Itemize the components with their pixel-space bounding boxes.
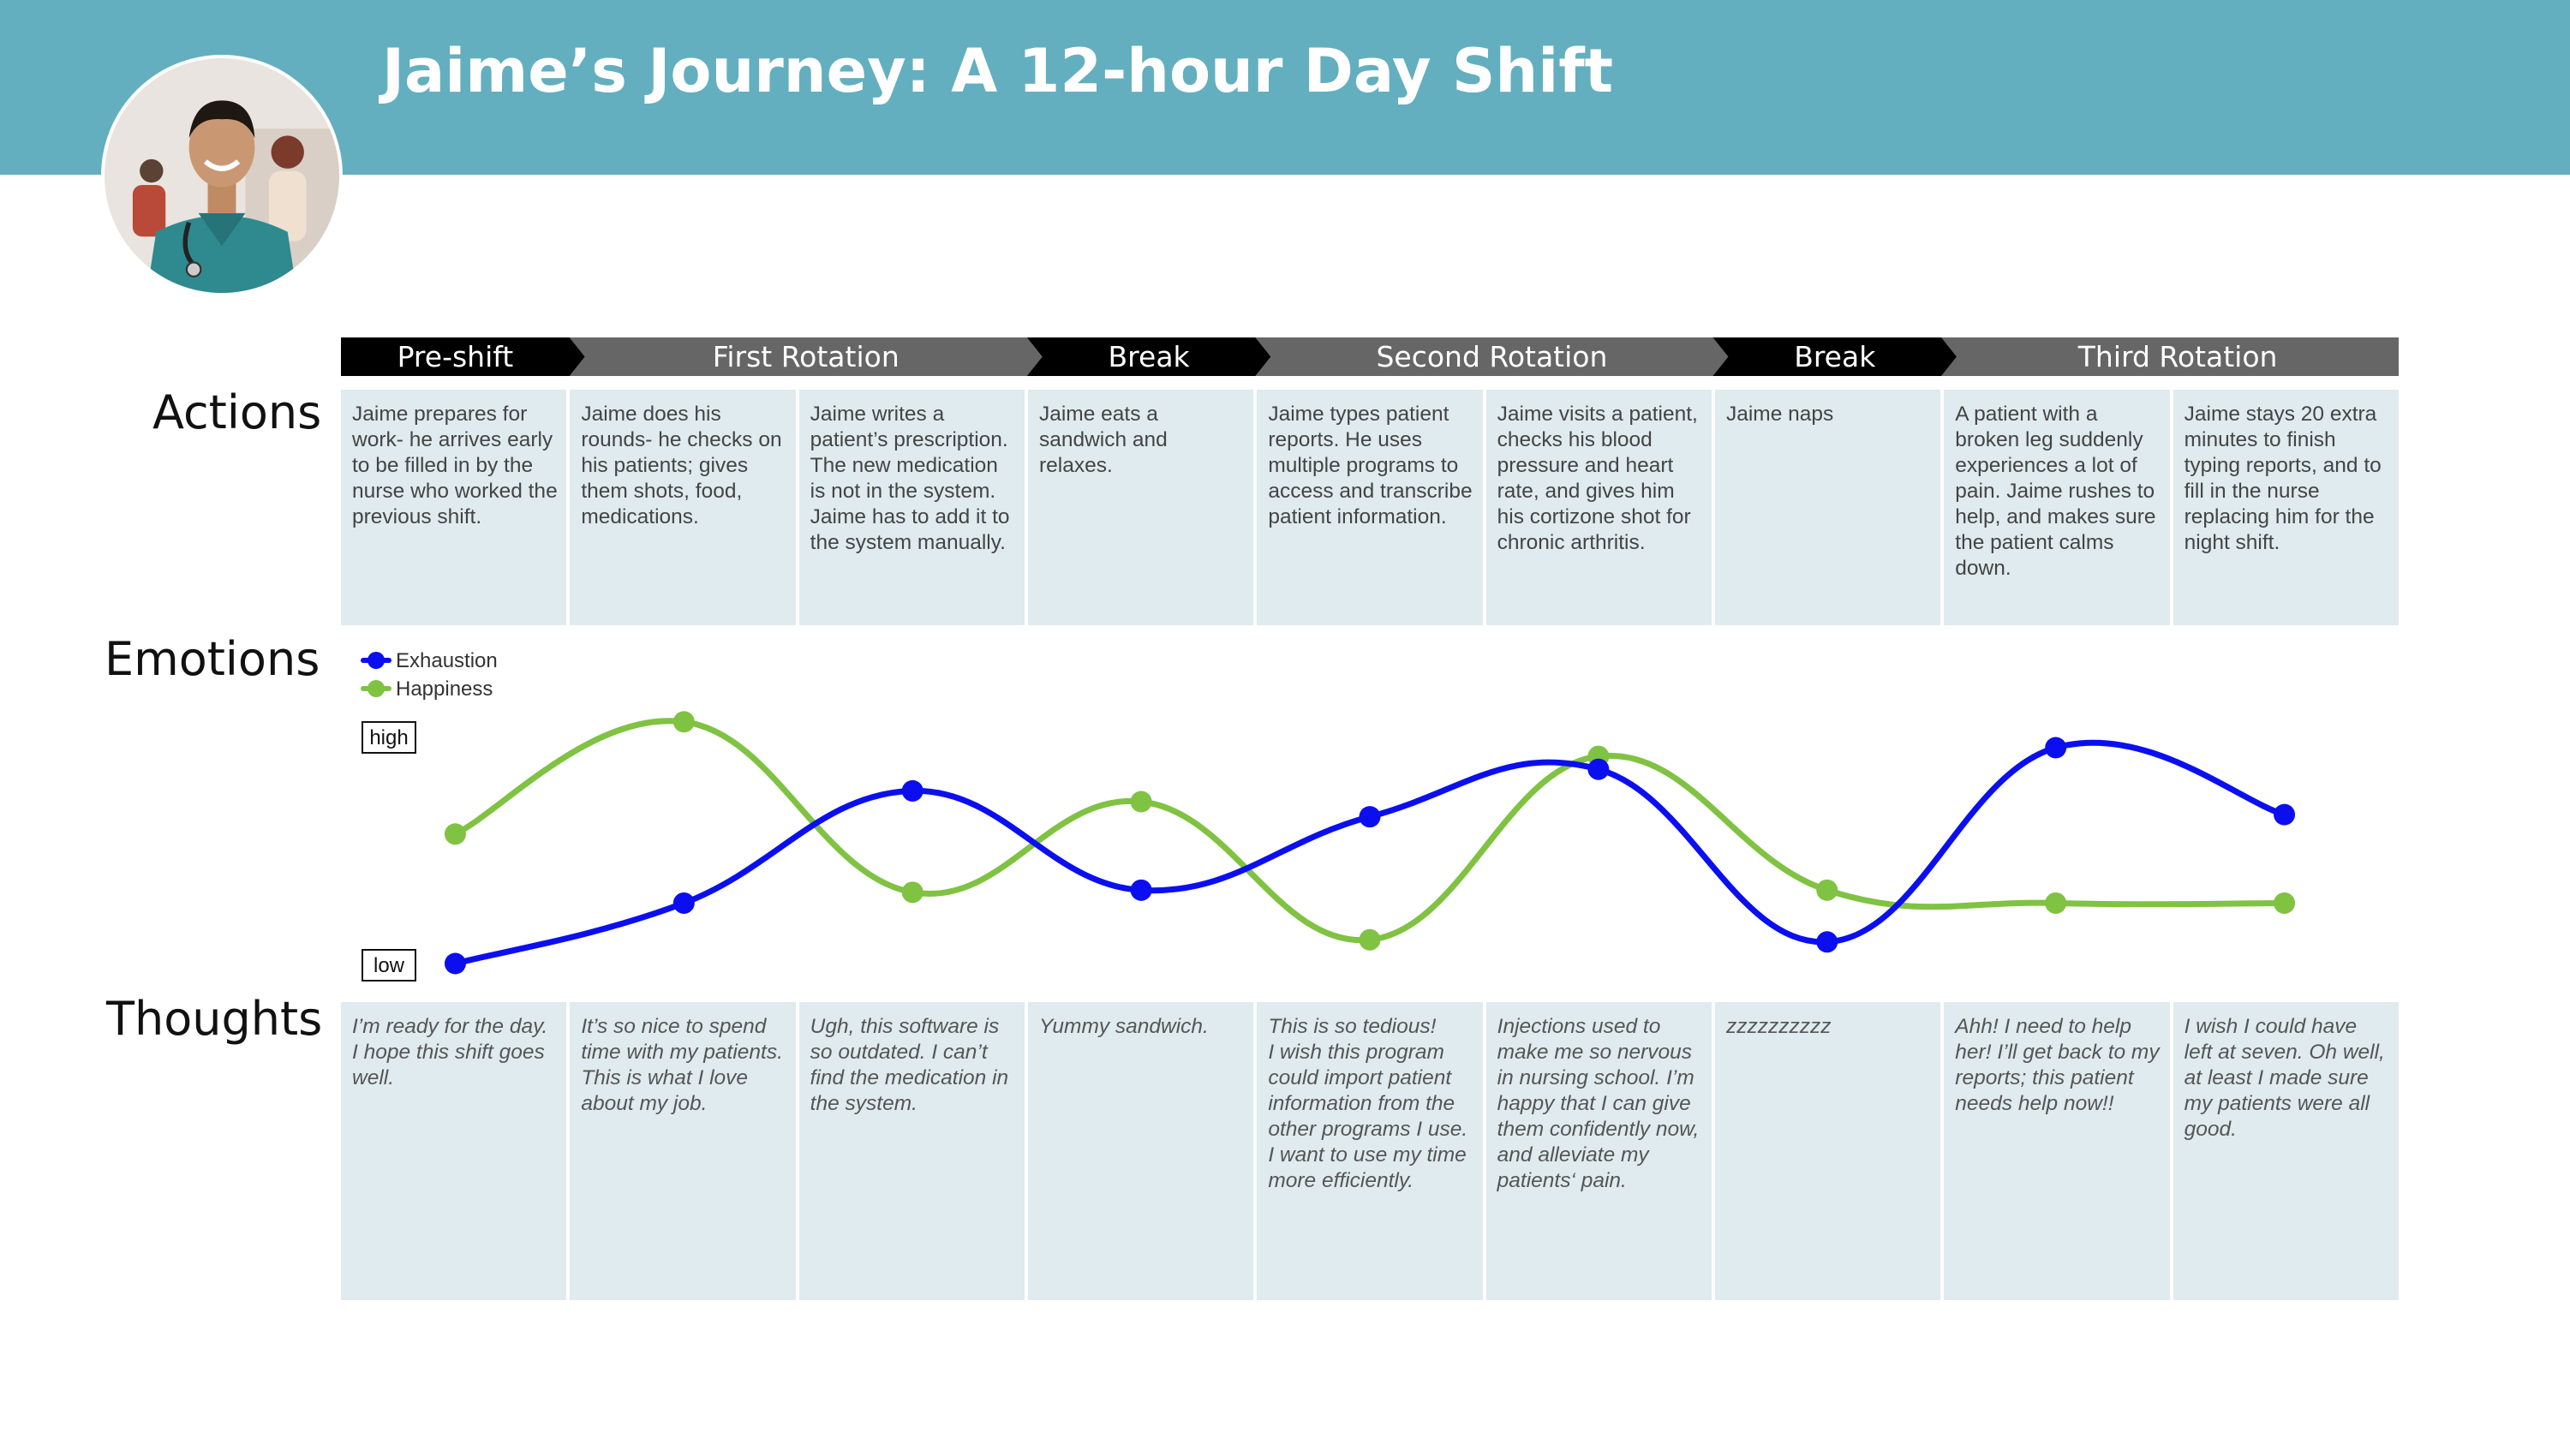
legend-item: Exhaustion (361, 649, 498, 672)
thought-cell: Ugh, this software is so outdated. I can… (798, 1002, 1025, 1300)
phase-chevron (1712, 337, 1957, 376)
data-point (901, 881, 923, 904)
action-cell: Jaime stays 20 extra minutes to finish t… (2173, 390, 2399, 625)
thoughts-row: I’m ready for the day. I hope this shift… (341, 1002, 2399, 1300)
data-point (1816, 931, 1838, 953)
phase-chevron (1941, 337, 2399, 376)
data-point (1359, 928, 1381, 951)
phase-label: Pre-shift (397, 340, 514, 373)
phase-chevron (1255, 337, 1729, 376)
data-point (901, 779, 923, 802)
phase-bar: Pre-shift First Rotation Break Second Rotat… (341, 337, 2399, 376)
svg-text:Happiness: Happiness (396, 677, 493, 701)
svg-text:high: high (369, 726, 408, 749)
data-point (2045, 892, 2067, 914)
legend-item: Happiness (361, 677, 493, 701)
data-point (1130, 879, 1152, 901)
y-level-label: high (362, 721, 416, 754)
y-level-label: low (362, 949, 416, 982)
action-cell: Jaime types patient reports. He uses mul… (1257, 390, 1483, 625)
avatar (101, 55, 343, 296)
phase-chevron (569, 337, 1043, 376)
thought-cell: Injections used to make me so nervous in… (1485, 1002, 1712, 1300)
data-point (2045, 737, 2067, 759)
svg-text:Exhaustion: Exhaustion (396, 649, 498, 672)
series-line (451, 718, 2288, 944)
thought-cell: Ahh! I need to help her! I’ll get back t… (1944, 1002, 2170, 1300)
action-cell: Jaime writes a patient’s prescription. T… (798, 390, 1025, 625)
phase-chevron (341, 337, 585, 376)
data-point (444, 823, 466, 845)
thoughts-label: Thoughts (106, 992, 323, 1046)
svg-text:low: low (374, 954, 405, 977)
emotions-label: Emotions (105, 632, 320, 686)
phase-label: Break (1108, 340, 1190, 373)
phase-label: Third Rotation (2077, 340, 2278, 373)
data-point (444, 952, 466, 975)
thought-cell: This is so tedious! I wish this program … (1257, 1002, 1483, 1300)
data-point (2274, 803, 2296, 826)
header-banner (0, 0, 2570, 175)
series-line (451, 739, 2288, 967)
action-cell: Jaime eats a sandwich and relaxes. (1027, 390, 1254, 625)
thought-cell: I wish I could have left at seven. Oh we… (2173, 1002, 2399, 1300)
thought-cell: Yummy sandwich. (1027, 1002, 1254, 1300)
action-cell: Jaime prepares for work- he arrives earl… (341, 390, 567, 625)
actions-label: Actions (152, 385, 322, 439)
thought-cell: I’m ready for the day. I hope this shift… (341, 1002, 567, 1300)
phase-label: Break (1794, 340, 1876, 373)
action-cell: Jaime visits a patient, checks his blood… (1485, 390, 1712, 625)
data-point (672, 892, 695, 914)
thought-cell: It’s so nice to spend time with my patie… (570, 1002, 796, 1300)
page-title: Jaime’s Journey: A 12-hour Day Shift (382, 36, 1614, 106)
thought-cell: zzzzzzzzzz (1714, 1002, 1941, 1300)
data-point (1359, 806, 1381, 828)
nurse-portrait-icon (105, 58, 339, 293)
phase-label: First Rotation (712, 340, 900, 373)
phase-label: Second Rotation (1376, 340, 1608, 373)
action-cell: Jaime naps (1714, 390, 1941, 625)
action-cell: A patient with a broken leg suddenly exp… (1944, 390, 2170, 625)
data-point (1130, 791, 1152, 813)
data-point (672, 711, 695, 733)
emotions-chart-svg: low high Exhaustion Happiness (361, 649, 2296, 982)
data-point (2274, 892, 2296, 914)
actions-row: Jaime prepares for work- he arrives earl… (341, 390, 2399, 625)
action-cell: Jaime does his rounds- he checks on his … (570, 390, 796, 625)
data-point (1587, 758, 1610, 780)
phase-chevrons (341, 337, 2399, 376)
data-point (1816, 879, 1838, 901)
phase-chevron (1026, 337, 1271, 376)
emotions-chart: low high Exhaustion Happiness (341, 634, 2399, 994)
